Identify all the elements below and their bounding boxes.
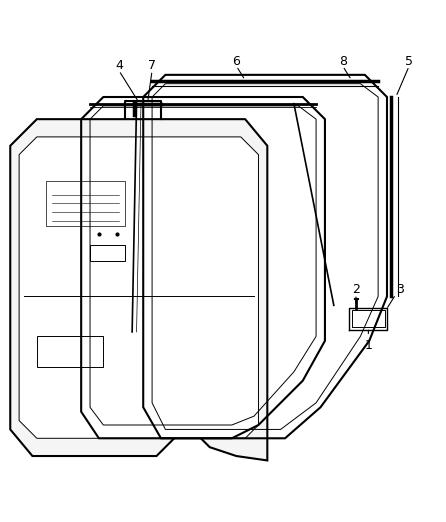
Text: 8: 8	[339, 55, 347, 68]
Bar	[90, 245, 125, 261]
Text: 7: 7	[148, 60, 156, 73]
PathPatch shape	[10, 119, 267, 460]
Text: 4: 4	[115, 60, 123, 73]
PathPatch shape	[19, 137, 259, 438]
Text: 3: 3	[396, 283, 404, 296]
Bar	[45, 181, 125, 226]
Text: 1: 1	[364, 339, 372, 352]
Text: 5: 5	[405, 55, 413, 68]
Text: 2: 2	[352, 283, 360, 296]
Bar	[37, 336, 103, 367]
Text: 6: 6	[232, 55, 240, 68]
